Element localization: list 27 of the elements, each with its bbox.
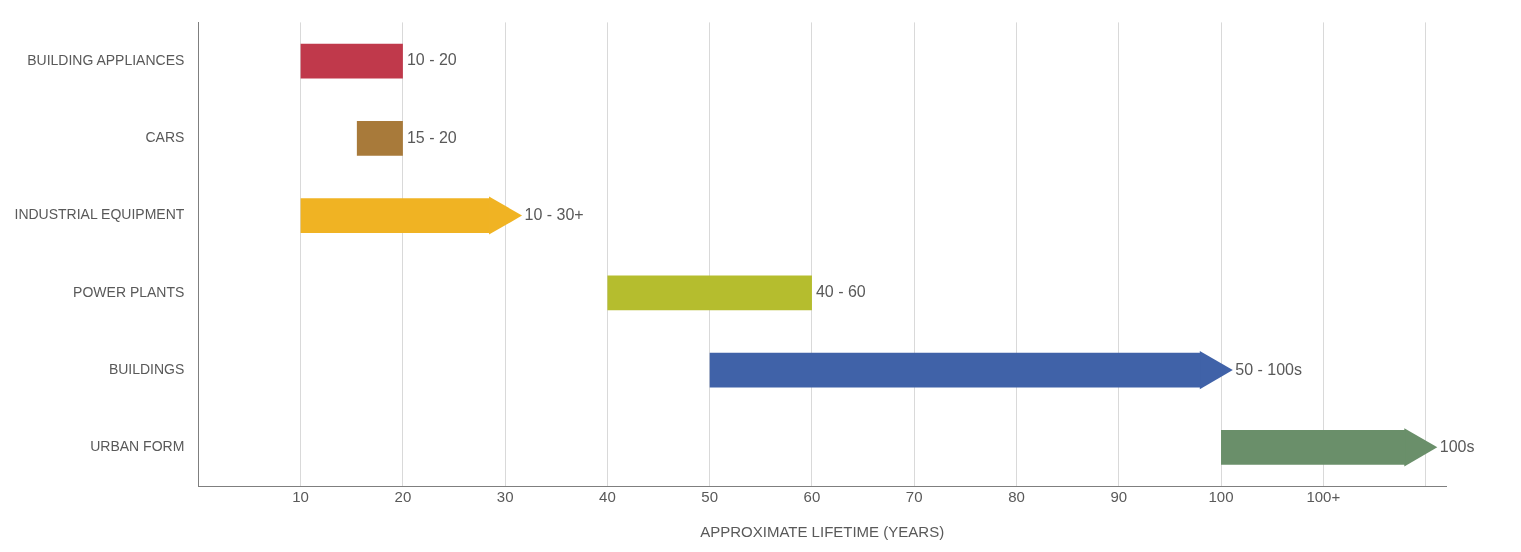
annotation: 100s (1439, 437, 1475, 455)
x-tick-label: 40 (599, 488, 616, 506)
annotation: 40 - 60 (815, 283, 866, 301)
x-tick-label: 30 (496, 488, 514, 506)
y-tick-label: URBAN FORM (90, 438, 185, 455)
y-tick-label: POWER PLANTS (73, 283, 185, 300)
bar (607, 275, 812, 311)
x-axis-title: APPROXIMATE LIFETIME (YEARS) (700, 523, 945, 541)
y-tick-label: BUILDINGS (108, 360, 185, 377)
x-tick-label: 20 (394, 488, 412, 506)
x-tick-label: 50 (701, 488, 719, 506)
x-tick-label: 70 (905, 488, 923, 506)
y-tick-label: INDUSTRIAL EQUIPMENT (14, 206, 185, 223)
annotation: 50 - 100s (1235, 360, 1302, 378)
x-tick-label: 100+ (1306, 488, 1341, 506)
x-tick-label: 90 (1110, 488, 1128, 506)
x-tick-label: 80 (1008, 488, 1025, 506)
y-tick-label: BUILDING APPLIANCES (27, 51, 185, 68)
annotation: 15 - 20 (406, 128, 457, 146)
bar (300, 43, 403, 79)
annotation: 10 - 30+ (524, 205, 584, 223)
bar (356, 120, 403, 156)
x-tick-label: 100 (1208, 488, 1234, 506)
x-tick-label: 10 (292, 488, 309, 506)
annotation: 10 - 20 (406, 51, 457, 69)
y-tick-label: CARS (145, 129, 185, 146)
x-tick-label: 60 (803, 488, 821, 506)
